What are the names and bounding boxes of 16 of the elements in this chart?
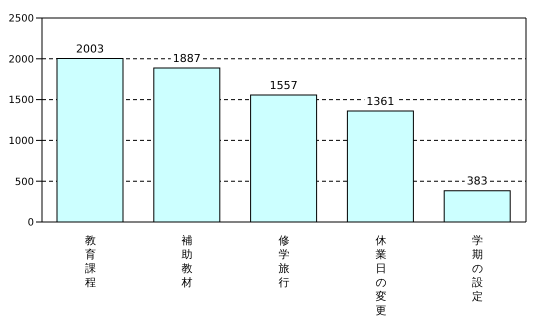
- x-tick-label: 教育課程: [84, 234, 96, 289]
- data-label: 1557: [270, 78, 298, 92]
- y-tick-label: 2000: [8, 54, 34, 66]
- y-tick-label: 2500: [8, 14, 34, 25]
- x-tick-label: 修学旅行: [278, 234, 290, 289]
- y-tick-label: 500: [14, 176, 34, 188]
- y-tick-label: 0: [28, 218, 34, 229]
- x-tick-label: 休業日の変更: [375, 234, 386, 317]
- y-tick-label: 1000: [8, 136, 34, 147]
- x-tick-label: 補助教材: [180, 234, 193, 289]
- data-label: 1361: [366, 94, 394, 108]
- y-tick-label: 1500: [8, 95, 34, 106]
- data-label: 2003: [76, 42, 104, 56]
- data-label: 383: [466, 174, 488, 188]
- data-label: 1887: [172, 52, 201, 66]
- x-tick-label: 学期の設定: [472, 234, 484, 303]
